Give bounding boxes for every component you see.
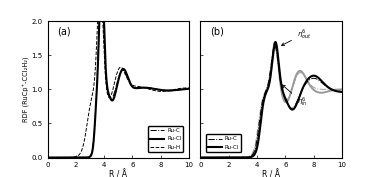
Ru-C	[322, 84, 326, 86]
Ru-H	[184, 87, 188, 89]
Ru-Cl	[258, 120, 263, 122]
Ru-C	[198, 156, 203, 159]
Ru-H	[45, 156, 50, 159]
Ru-C	[187, 87, 192, 90]
Ru-C	[184, 88, 188, 90]
Ru-H	[61, 156, 66, 159]
X-axis label: R / Å: R / Å	[262, 170, 280, 177]
X-axis label: R / Å: R / Å	[109, 170, 127, 177]
Ru-Cl	[273, 41, 278, 43]
Ru-Cl	[45, 156, 50, 159]
Ru-Cl	[214, 156, 219, 159]
Ru-Cl	[169, 89, 173, 92]
Ru-Cl	[198, 156, 203, 159]
Ru-C	[61, 156, 66, 159]
Ru-Cl	[340, 91, 344, 93]
Ru-C	[258, 110, 263, 112]
Ru-C	[337, 90, 342, 92]
Line: Ru-Cl: Ru-Cl	[200, 42, 342, 158]
Line: Ru-H: Ru-H	[48, 0, 189, 158]
Text: $\eta^6_{out}$: $\eta^6_{out}$	[282, 27, 311, 45]
Ru-H	[169, 89, 173, 91]
Text: $\eta^6_{in}$: $\eta^6_{in}$	[282, 85, 307, 109]
Text: (b): (b)	[210, 27, 224, 37]
Ru-Cl	[187, 88, 192, 90]
Ru-H	[70, 156, 74, 158]
Ru-C	[223, 156, 227, 159]
Ru-Cl	[184, 88, 188, 90]
Ru-Cl	[252, 153, 257, 155]
Ru-C	[169, 90, 173, 92]
Ru-Cl	[70, 156, 74, 159]
Ru-C	[340, 90, 344, 93]
Ru-Cl	[337, 91, 342, 93]
Ru-Cl	[61, 156, 66, 159]
Ru-H	[106, 95, 110, 97]
Ru-C	[70, 156, 74, 159]
Legend: Ru-C, Ru-Cl, Ru-H: Ru-C, Ru-Cl, Ru-H	[148, 126, 184, 152]
Ru-H	[187, 87, 192, 89]
Line: Ru-C: Ru-C	[48, 0, 189, 158]
Text: (a): (a)	[57, 27, 71, 37]
Line: Ru-Cl: Ru-Cl	[48, 0, 189, 158]
Legend: Ru-C, Ru-Cl: Ru-C, Ru-Cl	[206, 134, 241, 152]
Ru-H	[100, 2, 104, 4]
Y-axis label: RDF (RuCp⁺-CCl₂H₂): RDF (RuCp⁺-CCl₂H₂)	[23, 57, 30, 122]
Ru-C	[214, 156, 219, 159]
Ru-C	[45, 156, 50, 159]
Ru-C	[252, 149, 257, 151]
Ru-Cl	[106, 90, 110, 92]
Ru-C	[106, 91, 110, 93]
Ru-C	[272, 44, 277, 47]
Line: Ru-C: Ru-C	[200, 45, 342, 158]
Ru-Cl	[322, 82, 326, 85]
Ru-Cl	[223, 156, 227, 159]
